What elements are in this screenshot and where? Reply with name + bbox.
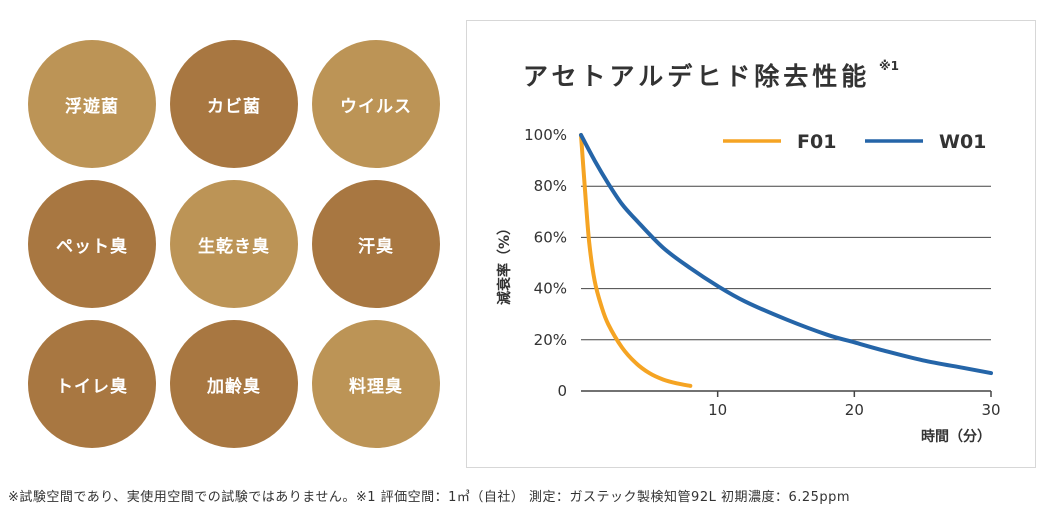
y-tick-label: 20% <box>534 331 567 349</box>
y-tick-label: 0 <box>557 382 567 400</box>
circle-damp-laundry-odor: 生乾き臭 <box>170 180 298 308</box>
series-line-w01 <box>581 135 991 373</box>
circle-sweat-odor: 汗臭 <box>312 180 440 308</box>
circle-mold: カビ菌 <box>170 40 298 168</box>
x-axis-label: 時間（分） <box>921 428 991 445</box>
y-tick-label: 100% <box>524 126 567 144</box>
circle-cooking-odor: 料理臭 <box>312 320 440 448</box>
circle-pet-odor: ペット臭 <box>28 180 156 308</box>
footnote: ※試験空間であり、実使用空間での試験ではありません。※1 評価空間：1㎥（自社）… <box>8 486 1038 505</box>
y-tick-label: 80% <box>534 177 567 195</box>
legend-label-w01: W01 <box>939 131 986 153</box>
circle-airborne-bacteria: 浮遊菌 <box>28 40 156 168</box>
chart-svg: 0 20% 40% 60% 80% 100% 10 20 30 時間（分） 減衰率（%） F01 W01 <box>467 21 1035 467</box>
circle-toilet-odor: トイレ臭 <box>28 320 156 448</box>
chart-panel: アセトアルデヒド除去性能 ※1 0 20% 40% 60% 80% 100% 10 20 30 時… <box>466 20 1036 468</box>
y-tick-label: 40% <box>534 280 567 298</box>
x-tick-label: 20 <box>845 401 864 419</box>
series-line-f01 <box>581 135 690 386</box>
legend-label-f01: F01 <box>797 131 836 153</box>
circle-aging-odor: 加齢臭 <box>170 320 298 448</box>
y-tick-label: 60% <box>534 228 567 246</box>
circle-virus: ウイルス <box>312 40 440 168</box>
x-tick-label: 30 <box>981 401 1000 419</box>
x-tick-label: 10 <box>708 401 727 419</box>
y-axis-label: 減衰率（%） <box>496 221 513 305</box>
